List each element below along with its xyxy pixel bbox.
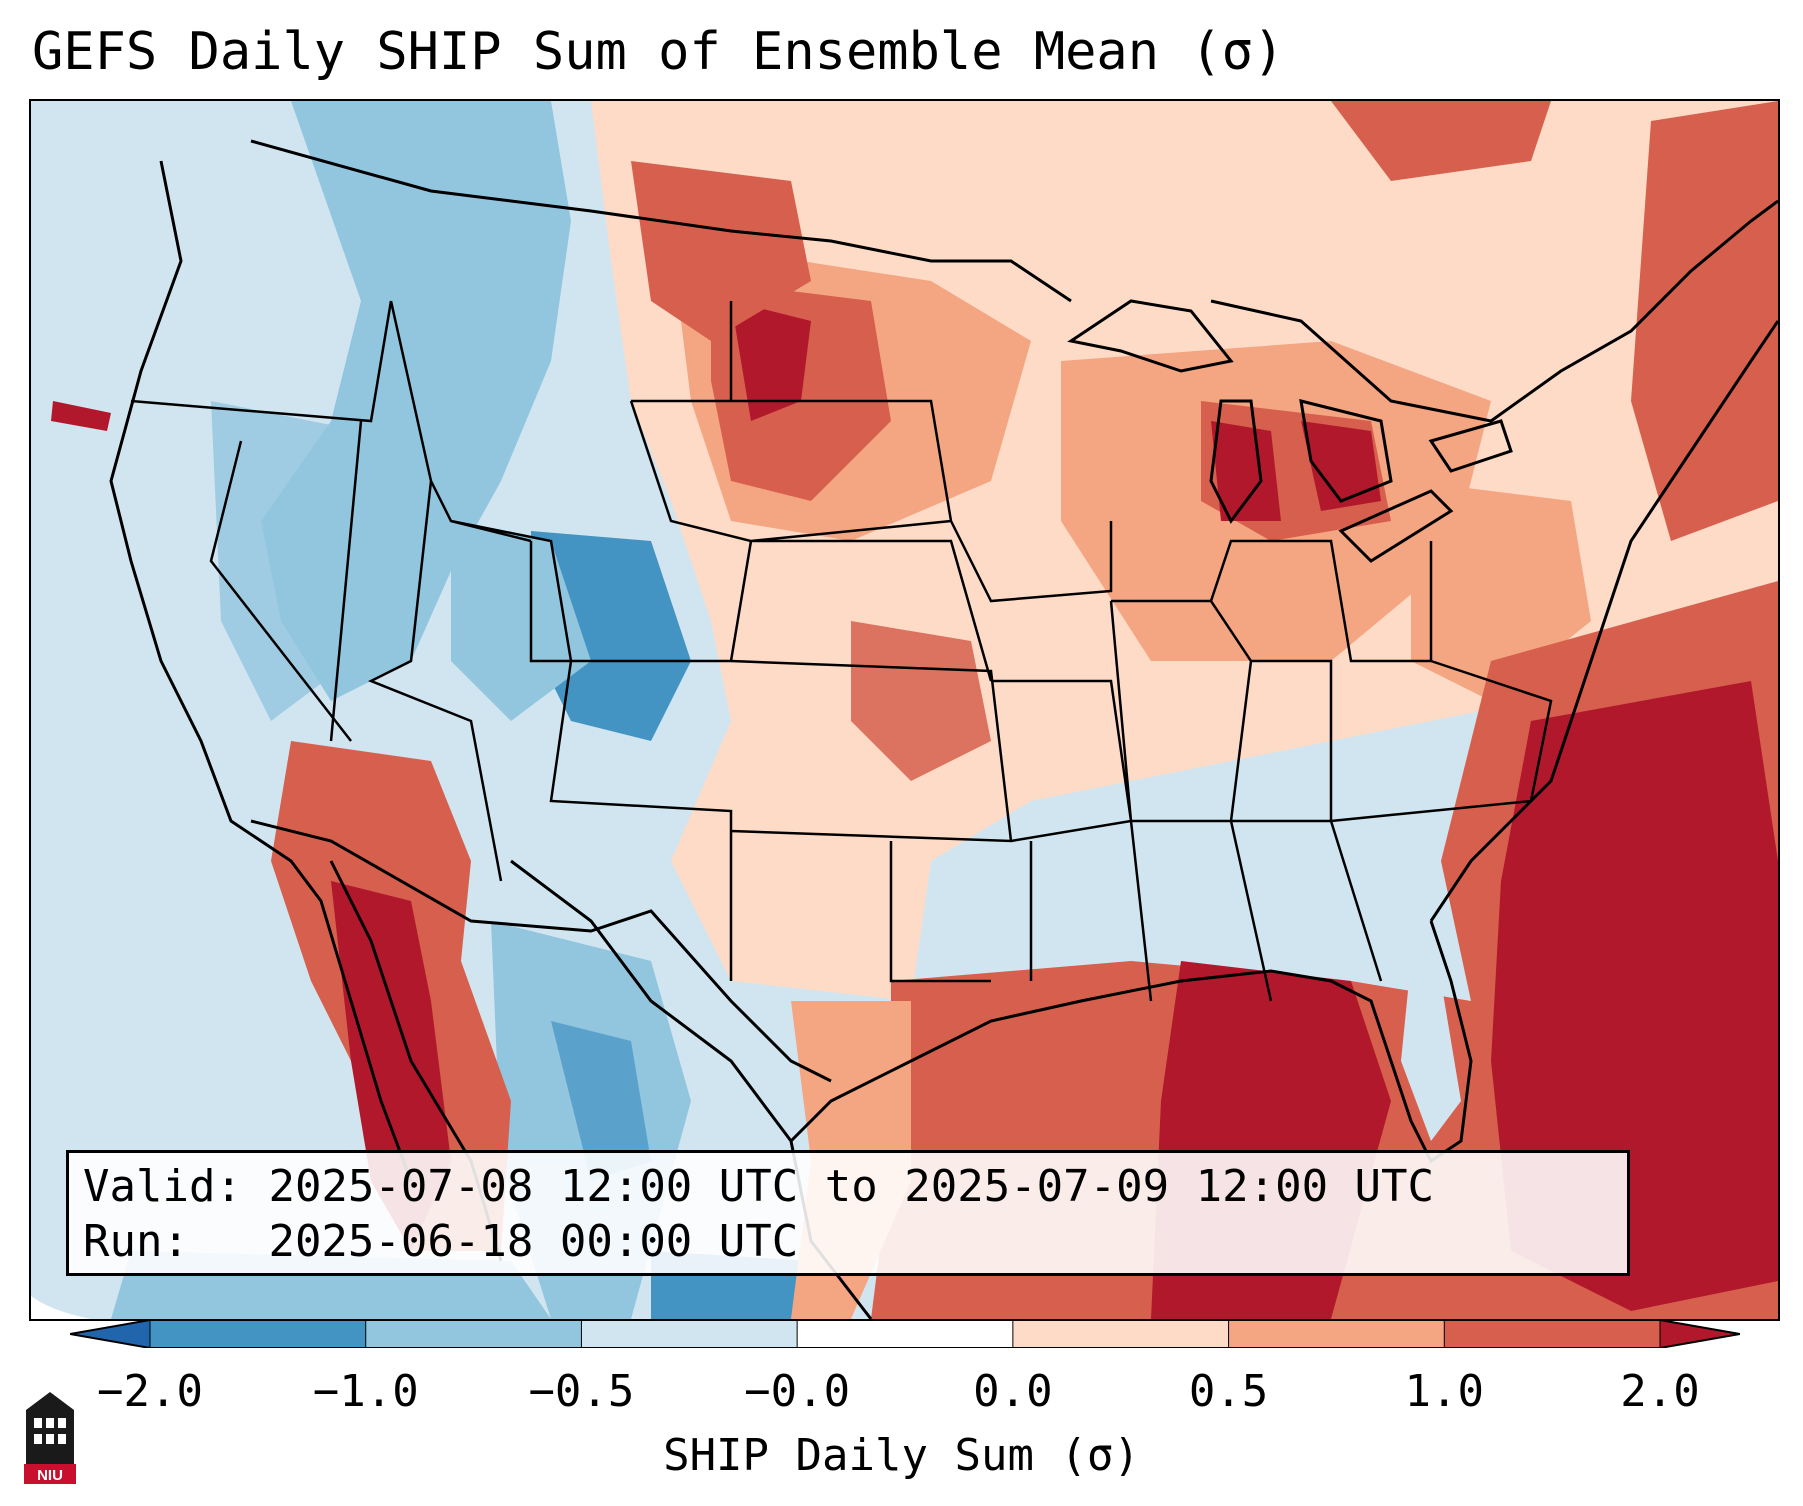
anomaly-sonora-core bbox=[551, 1021, 651, 1181]
colorbar-bin bbox=[365, 1320, 582, 1348]
lake-outlines bbox=[1067, 299, 1513, 563]
state-borders bbox=[130, 300, 1553, 1002]
country-borders bbox=[250, 139, 1778, 1083]
run-label: Run: bbox=[83, 1216, 189, 1267]
anomaly-pacific-dot bbox=[51, 401, 111, 431]
colorbar-tick-label: −1.0 bbox=[312, 1366, 419, 1417]
colorbar-extend-min bbox=[70, 1320, 151, 1348]
colorbar-extend-max bbox=[1659, 1320, 1740, 1348]
colorbar-bin bbox=[581, 1320, 798, 1348]
colorbar-tick-label: 0.5 bbox=[1188, 1366, 1269, 1417]
valid-label: Valid: bbox=[83, 1161, 242, 1212]
coastline bbox=[109, 160, 1778, 1319]
logo-text: NIU bbox=[37, 1467, 63, 1484]
colorbar-bin bbox=[1012, 1320, 1230, 1348]
colorbar-tick-label: 2.0 bbox=[1620, 1366, 1700, 1417]
colorbar-bin bbox=[150, 1320, 367, 1348]
anomaly-kansas bbox=[851, 621, 991, 781]
run-line: Run: 2025-06-18 00:00 UTC bbox=[83, 1214, 1613, 1269]
colorbar-tick-label: −0.5 bbox=[528, 1366, 635, 1417]
colorbar-bin bbox=[1444, 1320, 1661, 1348]
ship-map bbox=[31, 101, 1778, 1319]
valid-line: Valid: 2025-07-08 12:00 UTC to 2025-07-0… bbox=[83, 1159, 1613, 1214]
anomaly-michigan-core bbox=[1211, 421, 1281, 521]
anomaly-dakotas-core bbox=[731, 301, 811, 421]
colorbar-tick-label: 1.0 bbox=[1404, 1366, 1485, 1417]
anomaly-new-england bbox=[1631, 101, 1778, 541]
colorbar bbox=[70, 1320, 1740, 1348]
validity-info-box: Valid: 2025-07-08 12:00 UTC to 2025-07-0… bbox=[66, 1150, 1630, 1276]
anomaly-great-basin bbox=[211, 401, 391, 721]
anomaly-florida bbox=[1401, 961, 1461, 1141]
colorbar-bin bbox=[1228, 1320, 1445, 1348]
anomaly-montana bbox=[631, 161, 811, 341]
niu-tower-icon: NIU bbox=[24, 1392, 76, 1484]
anomaly-colorado bbox=[531, 531, 691, 741]
colorbar-tick-label: −2.0 bbox=[97, 1366, 203, 1417]
colorbar-bin bbox=[797, 1320, 1014, 1348]
colorbar-label: SHIP Daily Sum (σ) bbox=[663, 1430, 1140, 1481]
valid-value: 2025-07-08 12:00 UTC to 2025-07-09 12:00… bbox=[268, 1161, 1435, 1212]
colorbar-tick-label: 0.0 bbox=[973, 1366, 1053, 1417]
plot-title: GEFS Daily SHIP Sum of Ensemble Mean (σ) bbox=[32, 22, 1285, 82]
colorbar-tick-label: −0.0 bbox=[744, 1366, 851, 1417]
run-value: 2025-06-18 00:00 UTC bbox=[268, 1216, 799, 1267]
anomaly-lake-huron bbox=[1301, 421, 1381, 511]
map-panel bbox=[29, 99, 1780, 1321]
anomaly-north-canada bbox=[1331, 101, 1551, 181]
